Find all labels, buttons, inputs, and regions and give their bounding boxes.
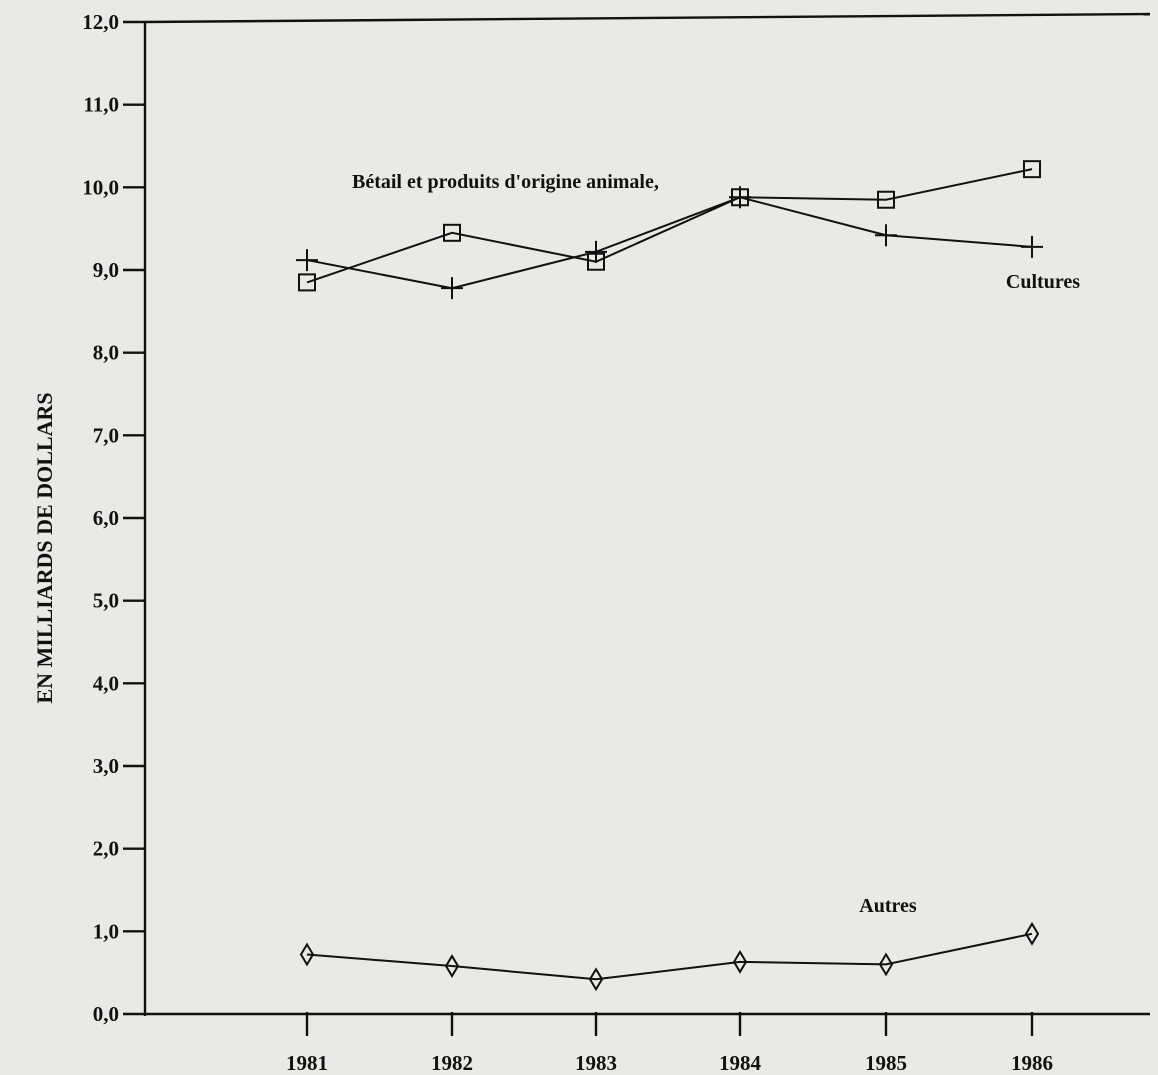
plus-marker: [296, 249, 318, 272]
series-line: [306, 932, 1033, 981]
y-tick-label: 2,0: [93, 837, 119, 861]
y-tick-label: 1,0: [93, 919, 119, 943]
plus-marker: [1021, 235, 1043, 258]
diamond-marker: [444, 954, 460, 978]
square-marker: [298, 273, 316, 292]
y-tick-label: 7,0: [93, 423, 119, 447]
x-tick-label: 1985: [865, 1051, 907, 1075]
plus-marker: [441, 277, 463, 300]
x-tick-label: 1981: [286, 1051, 328, 1075]
y-axis-title: EN MILLIARDS DE DOLLARS: [32, 392, 57, 703]
series-label: Bétail et produits d'origine animale,: [352, 171, 659, 193]
series-label: Autres: [859, 895, 917, 917]
square-marker: [877, 190, 895, 209]
x-tick-label: 1984: [719, 1051, 762, 1075]
labels-layer: 0,0 1,0 2,0 3,0 4,0 5,0 6,0 7,0 8,0 9,0 10,0 11,0 12…: [32, 10, 1080, 1075]
y-tick-label: 6,0: [93, 506, 119, 530]
plus-marker: [875, 224, 897, 247]
series-diamond: [299, 921, 1040, 992]
square-marker: [1023, 160, 1041, 179]
diamond-marker: [732, 949, 748, 974]
series-line: [306, 196, 1033, 290]
y-tick-label: 11,0: [83, 93, 119, 117]
y-tick-label: 3,0: [93, 754, 119, 778]
diamond-marker: [588, 967, 604, 992]
series-layer: [296, 160, 1043, 992]
x-tick-label: 1982: [431, 1051, 473, 1075]
plus-marker: [585, 240, 607, 263]
axes-layer: [123, 12, 1151, 1036]
top-frame-line: [144, 12, 1151, 24]
y-tick-label: 9,0: [93, 258, 119, 282]
y-tick-label: 8,0: [93, 341, 119, 365]
y-tick-label: 5,0: [93, 589, 119, 613]
series-label: Cultures: [1006, 271, 1080, 293]
diamond-marker: [1024, 921, 1040, 946]
plus-marker: [729, 186, 751, 209]
y-tick-label: 4,0: [93, 671, 119, 695]
series-plus: [296, 186, 1043, 300]
diamond-marker: [878, 952, 894, 977]
x-tick-label: 1986: [1011, 1051, 1053, 1075]
series-line: [306, 168, 1033, 284]
y-tick-label: 0,0: [93, 1002, 119, 1026]
square-marker: [443, 223, 461, 242]
diamond-marker: [299, 942, 315, 967]
y-tick-label: 12,0: [82, 10, 119, 34]
x-tick-label: 1983: [575, 1051, 617, 1075]
y-tick-label: 10,0: [82, 175, 119, 199]
